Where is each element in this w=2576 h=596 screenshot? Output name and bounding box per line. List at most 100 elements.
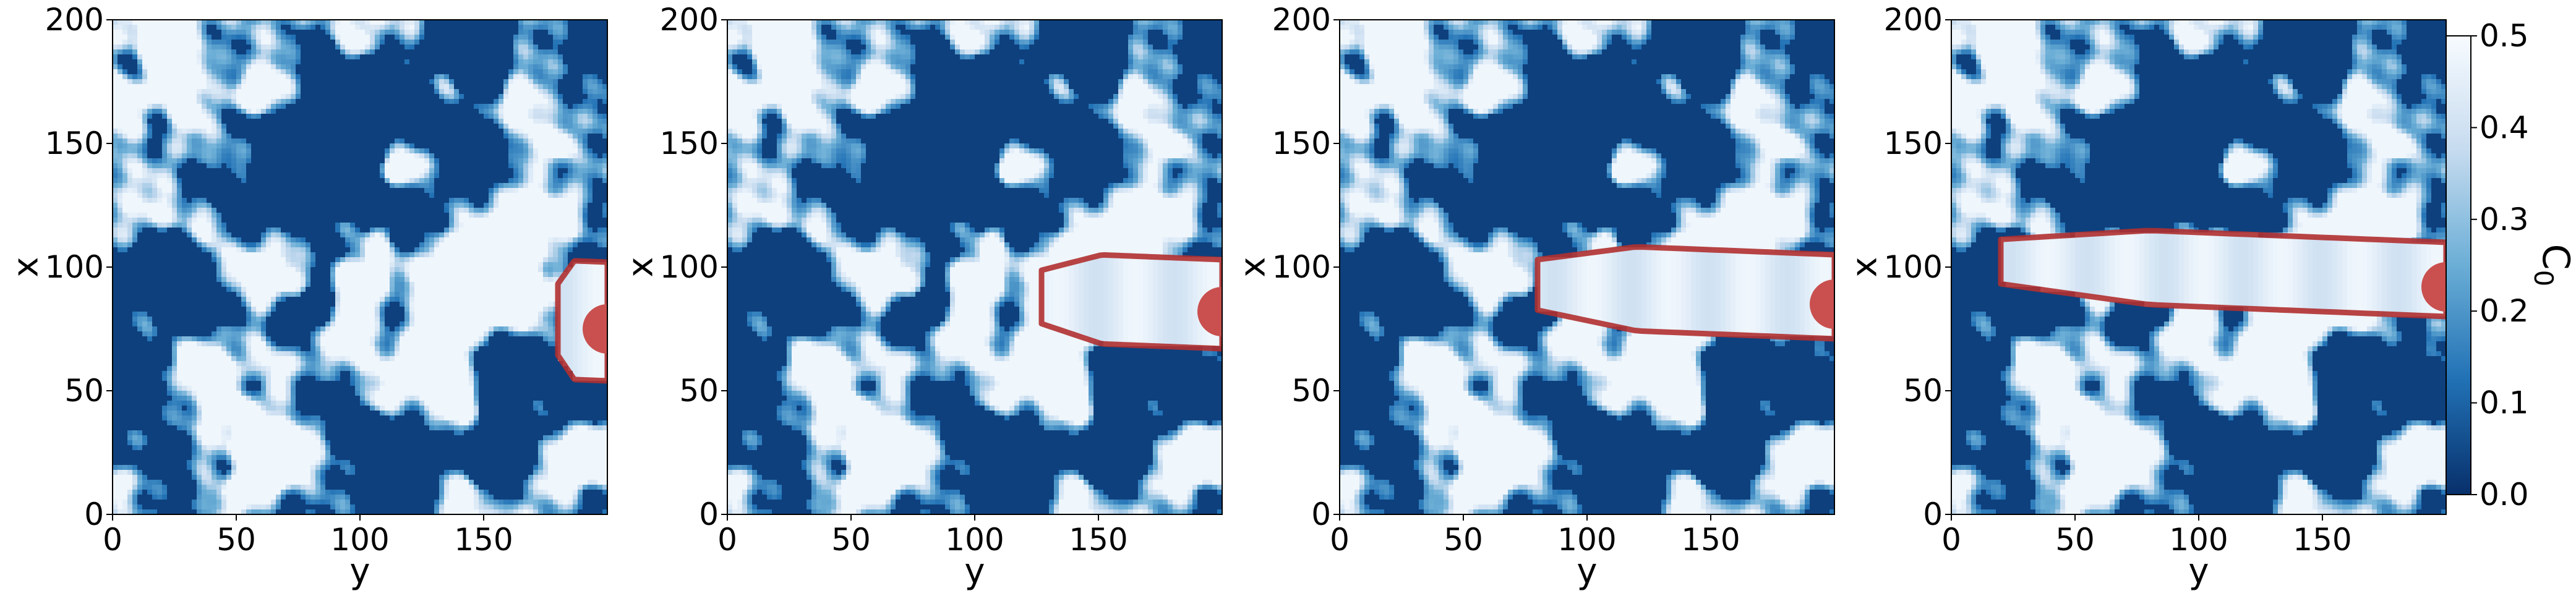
heatmap-cell: [365, 25, 370, 30]
heatmap-cell: [296, 158, 301, 164]
heatmap-cell: [573, 64, 578, 70]
heatmap-cell: [187, 198, 192, 203]
heatmap-cell: [419, 109, 425, 114]
heatmap-cell: [419, 129, 425, 134]
heatmap-cell: [533, 54, 539, 60]
heatmap-cell: [306, 163, 311, 169]
heatmap-cell: [271, 30, 276, 35]
heatmap-cell: [256, 64, 262, 70]
heatmap-cell: [414, 20, 420, 25]
heatmap-cell: [187, 237, 192, 243]
heatmap-cell: [489, 109, 494, 114]
heatmap-cell: [548, 203, 554, 208]
heatmap-cell: [395, 99, 400, 104]
heatmap-cell: [380, 25, 385, 30]
heatmap-cell: [320, 119, 326, 124]
heatmap-cell: [573, 213, 578, 218]
heatmap-cell: [597, 138, 603, 144]
heatmap-cell: [197, 30, 202, 35]
heatmap-cell: [167, 74, 173, 80]
heatmap-cell: [271, 218, 276, 223]
heatmap-cell: [464, 153, 469, 159]
heatmap-cell: [602, 40, 607, 45]
heatmap-cell: [513, 218, 519, 223]
heatmap-cell: [182, 74, 187, 80]
heatmap-cell: [177, 242, 182, 248]
heatmap-cell: [494, 148, 499, 154]
heatmap-cell: [147, 158, 153, 164]
heatmap-cell: [172, 59, 178, 65]
heatmap-cell: [276, 109, 281, 114]
heatmap-cell: [350, 124, 356, 129]
heatmap-cell: [459, 262, 464, 268]
heatmap-cell: [202, 183, 207, 189]
heatmap-cell: [588, 138, 593, 144]
heatmap-cell: [345, 59, 351, 65]
heatmap-cell: [479, 168, 484, 174]
heatmap-cell: [271, 203, 276, 208]
heatmap-cell: [459, 203, 464, 208]
heatmap-cell: [276, 203, 281, 208]
heatmap-cell: [578, 208, 583, 213]
heatmap-cell: [310, 232, 316, 238]
heatmap-cell: [251, 84, 257, 90]
heatmap-cell: [573, 20, 578, 25]
heatmap-cell: [508, 109, 514, 114]
heatmap-cell: [271, 257, 276, 263]
heatmap-cell: [439, 35, 445, 40]
heatmap-cell: [212, 109, 217, 114]
heatmap-cell: [266, 257, 272, 263]
heatmap-cell: [543, 69, 549, 75]
heatmap-cell: [404, 208, 410, 213]
heatmap-cell: [118, 153, 123, 159]
heatmap-cell: [226, 173, 232, 179]
heatmap-cell: [256, 49, 262, 55]
heatmap-cell: [499, 257, 504, 263]
heatmap-cell: [355, 213, 361, 218]
heatmap-cell: [271, 54, 276, 60]
heatmap-cell: [553, 198, 558, 203]
heatmap-cell: [192, 134, 197, 139]
heatmap-cell: [390, 74, 395, 80]
heatmap-cell: [113, 129, 118, 134]
heatmap-cell: [261, 148, 267, 154]
heatmap-cell: [365, 104, 370, 109]
heatmap-cell: [345, 104, 351, 109]
heatmap-cell: [583, 183, 588, 189]
heatmap-cell: [306, 188, 311, 194]
heatmap-cell: [132, 64, 138, 70]
heatmap-cell: [444, 242, 450, 248]
heatmap-cell: [528, 237, 534, 243]
heatmap-cell: [113, 232, 118, 238]
heatmap-cell: [469, 183, 474, 189]
heatmap-cell: [167, 129, 173, 134]
heatmap-cell: [553, 134, 558, 139]
heatmap-cell: [588, 242, 593, 248]
heatmap-cell: [578, 99, 583, 104]
heatmap-cell: [355, 228, 361, 233]
heatmap-cell: [439, 99, 445, 104]
heatmap-cell: [375, 69, 380, 75]
heatmap-cell: [177, 45, 182, 50]
heatmap-cell: [469, 228, 474, 233]
heatmap-cell: [266, 20, 272, 25]
heatmap-cell: [192, 247, 197, 253]
heatmap-cell: [236, 208, 242, 213]
heatmap-cell: [424, 119, 430, 124]
heatmap-cell: [370, 79, 375, 85]
heatmap-cell: [276, 242, 281, 248]
heatmap-cell: [523, 124, 529, 129]
heatmap-cell: [251, 242, 257, 248]
heatmap-cell: [122, 153, 128, 159]
heatmap-cell: [330, 173, 336, 179]
heatmap-cell: [320, 79, 326, 85]
heatmap-cell: [548, 178, 554, 184]
heatmap-cell: [197, 208, 202, 213]
heatmap-cell: [127, 64, 133, 70]
heatmap-cell: [464, 74, 469, 80]
heatmap-cell: [231, 163, 237, 169]
heatmap-cell: [246, 54, 252, 60]
heatmap-cell: [409, 188, 415, 194]
heatmap-cell: [355, 54, 361, 60]
heatmap-cell: [157, 40, 163, 45]
